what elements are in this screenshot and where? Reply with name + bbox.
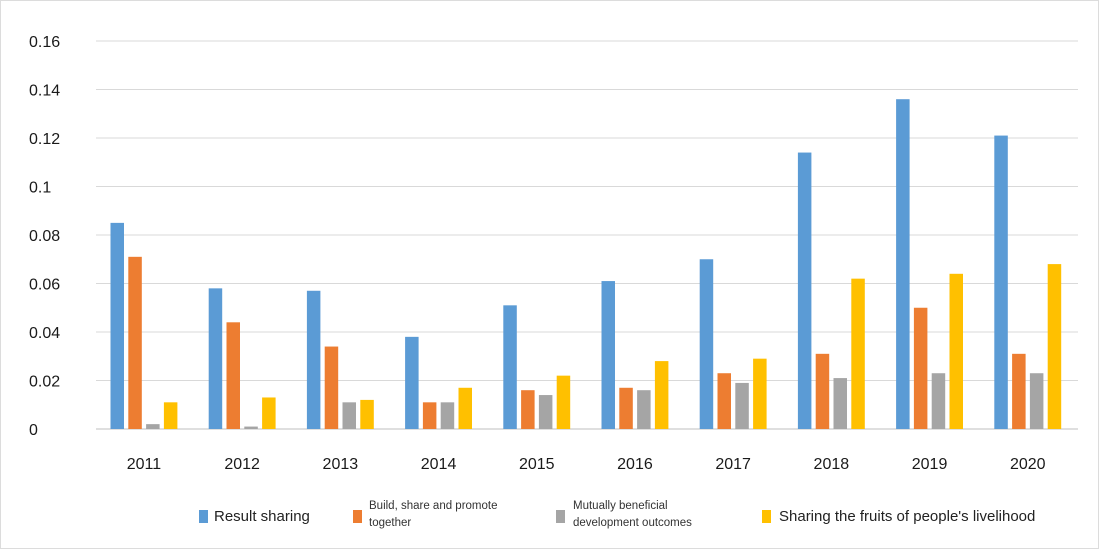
legend-swatch-4: [762, 510, 771, 523]
bar-2016-series-3: [637, 390, 651, 429]
y-tick-label: 0.06: [29, 277, 60, 294]
bar-2011-series-4: [163, 402, 178, 429]
y-tick-label: 0: [29, 422, 38, 439]
bar-2018-series-1: [797, 152, 812, 430]
bar-2020-series-1: [994, 135, 1008, 429]
bar-2014-series-4: [458, 387, 472, 429]
bar-2019-series-3: [931, 373, 946, 429]
legend: Result sharing Build, share and promote to…: [199, 500, 1035, 529]
legend-label-3: Mutually beneficial development outcomes: [573, 500, 692, 529]
y-tick-label: 0.1: [29, 180, 51, 197]
bar-2014-series-1: [405, 336, 419, 429]
y-tick-label: 0.04: [29, 325, 60, 342]
bar-2020-series-3: [1029, 373, 1044, 429]
bar-2011-series-2: [128, 256, 142, 429]
bar-2016-series-4: [654, 361, 669, 429]
bar-2011-series-3: [146, 424, 160, 429]
bar-2016-series-1: [601, 281, 615, 429]
bar-2013-series-2: [324, 346, 339, 429]
x-tick-label: 2020: [1010, 456, 1046, 473]
bar-2015-series-1: [503, 305, 517, 429]
y-tick-label: 0.08: [29, 228, 60, 245]
x-tick-label: 2016: [617, 456, 653, 473]
bar-2017-series-2: [717, 373, 731, 429]
legend-swatch-1: [199, 510, 208, 523]
bar-2016-series-2: [619, 387, 633, 429]
x-tick-label: 2019: [912, 456, 948, 473]
x-tick-label: 2011: [127, 456, 162, 473]
x-tick-label: 2014: [421, 456, 457, 473]
x-tick-label: 2012: [224, 456, 260, 473]
bar-2015-series-2: [521, 390, 535, 429]
x-tick-label: 2018: [814, 456, 850, 473]
bar-2012-series-1: [208, 288, 223, 429]
x-tick-label: 2013: [323, 456, 359, 473]
bar-2015-series-4: [556, 375, 571, 429]
x-axis-ticks: 2011 2012 2013 2014 2015 2016 2017 2018 2019 2020: [127, 456, 1046, 473]
bar-2018-series-3: [833, 378, 847, 429]
bar-2013-series-3: [342, 402, 356, 429]
bar-2019-series-4: [949, 273, 963, 429]
bar-2011-series-1: [110, 222, 124, 429]
bar-2013-series-4: [360, 399, 374, 429]
bar-2017-series-3: [735, 382, 749, 429]
bar-2019-series-2: [913, 307, 928, 429]
bar-2018-series-2: [815, 353, 830, 429]
bar-2012-series-3: [244, 426, 258, 429]
bar-2020-series-4: [1047, 264, 1062, 429]
grid-lines: [96, 40, 1078, 430]
bar-2018-series-4: [851, 278, 865, 429]
bar-2012-series-4: [262, 397, 276, 429]
bar-2017-series-1: [699, 259, 714, 429]
x-tick-label: 2017: [715, 456, 751, 473]
bar-2017-series-4: [753, 358, 767, 429]
y-tick-label: 0.16: [29, 34, 60, 51]
legend-label-4: Sharing the fruits of people's livelihoo…: [779, 508, 1035, 525]
bar-2014-series-2: [422, 402, 437, 429]
y-tick-label: 0.02: [29, 374, 60, 391]
legend-label-1: Result sharing: [214, 508, 310, 525]
legend-swatch-2: [353, 510, 362, 523]
x-tick-label: 2015: [519, 456, 555, 473]
bar-2013-series-1: [306, 290, 321, 429]
legend-swatch-3: [556, 510, 565, 523]
bar-2014-series-3: [440, 402, 455, 429]
y-tick-label: 0.12: [29, 131, 60, 148]
y-tick-label: 0.14: [29, 83, 60, 100]
bar-2019-series-1: [896, 99, 910, 429]
y-axis-ticks: 0 0.02 0.04 0.06 0.08 0.1 0.12 0.14 0.16: [29, 34, 60, 439]
bar-2020-series-2: [1012, 353, 1026, 429]
bars: [110, 99, 1062, 430]
bar-2015-series-3: [538, 395, 553, 429]
bar-2012-series-2: [226, 322, 240, 429]
legend-label-2: Build, share and promote together: [369, 500, 498, 529]
